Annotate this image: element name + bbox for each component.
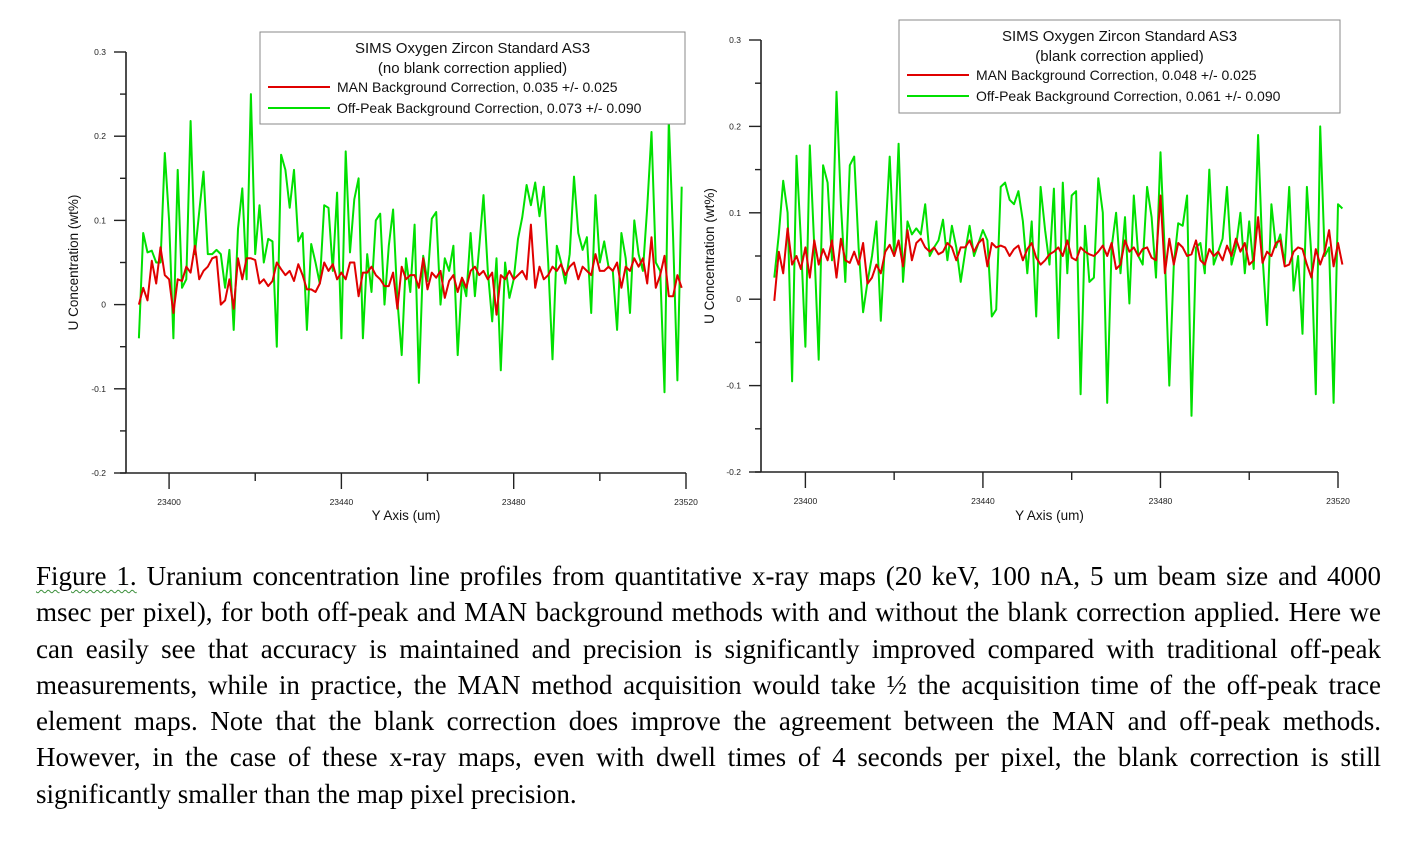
- legend-subtitle: (no blank correction applied): [378, 60, 567, 77]
- y-axis-title: U Concentration (wt%): [66, 195, 81, 331]
- legend-box: [898, 19, 1341, 114]
- legend-label-man: MAN Background Correction, 0.048 +/- 0.0…: [976, 67, 1257, 83]
- x-axis-title: Y Axis (um): [372, 508, 441, 523]
- y-tick-label: 0.1: [94, 215, 106, 225]
- legend-box: [259, 31, 686, 125]
- figure-label: Figure 1.: [36, 561, 137, 591]
- chart-blank-correction: 0.3 0.2 0.1 0 -0.1 -0.2 23400 23440 23480 23520 Y …: [702, 19, 1350, 523]
- y-tick-label: 0.2: [729, 121, 741, 131]
- legend-label-offpeak: Off-Peak Background Correction, 0.073 +/…: [337, 100, 642, 116]
- x-tick-label: 23440: [330, 497, 354, 507]
- series-man-line: [773, 194, 1344, 301]
- x-tick-label: 23400: [794, 496, 818, 506]
- y-tick-label: 0.2: [94, 131, 106, 141]
- y-tick-label: -0.1: [91, 384, 106, 394]
- y-tick-label: -0.1: [726, 381, 741, 391]
- plot-area: 0.3 0.2 0.1 0 -0.1 -0.2 23400 23440 23480 23520 Y …: [66, 31, 698, 523]
- legend-label-man: MAN Background Correction, 0.035 +/- 0.0…: [337, 79, 618, 95]
- legend: SIMS Oxygen Zircon Standard AS3 (blank co…: [898, 19, 1341, 114]
- x-tick-label: 23400: [157, 497, 181, 507]
- legend-title: SIMS Oxygen Zircon Standard AS3: [355, 40, 590, 57]
- legend-label-offpeak: Off-Peak Background Correction, 0.061 +/…: [976, 88, 1281, 104]
- series-offpeak-line: [773, 90, 1344, 417]
- legend: SIMS Oxygen Zircon Standard AS3 (no blank…: [259, 31, 686, 125]
- x-tick-label: 23480: [502, 497, 526, 507]
- chart-no-blank-correction: 0.3 0.2 0.1 0 -0.1 -0.2 23400 23440 23480 23520 Y …: [66, 31, 698, 523]
- y-tick-label: -0.2: [726, 467, 741, 477]
- legend-title: SIMS Oxygen Zircon Standard AS3: [1002, 28, 1237, 45]
- series-man-line: [137, 223, 683, 316]
- figure-caption: Figure 1. Uranium concentration line pro…: [36, 558, 1381, 812]
- y-tick-label: 0: [736, 294, 741, 304]
- y-tick-label: 0: [101, 300, 106, 310]
- x-tick-label: 23480: [1149, 496, 1173, 506]
- plot-area: 0.3 0.2 0.1 0 -0.1 -0.2 23400 23440 23480 23520 Y …: [702, 19, 1350, 523]
- x-tick-label: 23520: [1326, 496, 1350, 506]
- caption-text: Uranium concentration line profiles from…: [36, 561, 1381, 809]
- y-tick-label: -0.2: [91, 468, 106, 478]
- y-tick-label: 0.3: [729, 35, 741, 45]
- x-tick-label: 23520: [674, 497, 698, 507]
- y-tick-label: 0.3: [94, 47, 106, 57]
- series-offpeak-line: [137, 93, 683, 394]
- x-axis-title: Y Axis (um): [1015, 508, 1084, 523]
- x-tick-label: 23440: [971, 496, 995, 506]
- legend-subtitle: (blank correction applied): [1035, 48, 1203, 65]
- y-tick-label: 0.1: [729, 208, 741, 218]
- y-axis-title: U Concentration (wt%): [702, 188, 717, 324]
